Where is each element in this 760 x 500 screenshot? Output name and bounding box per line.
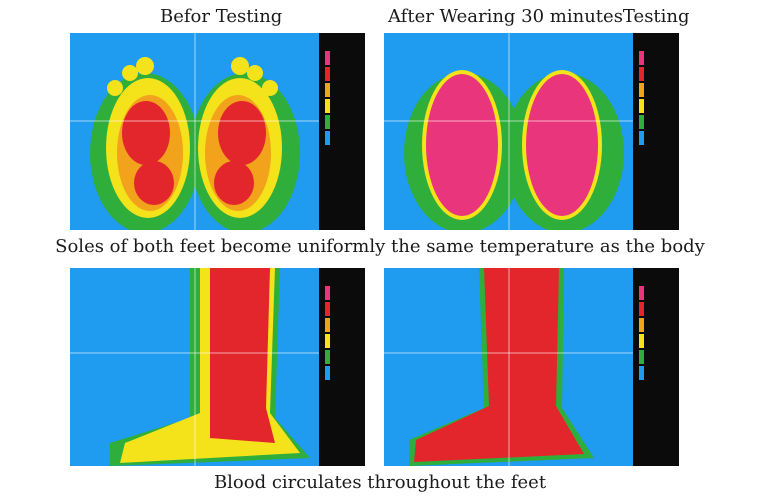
thermal-leg-before bbox=[70, 268, 365, 466]
temperature-scale-icon bbox=[633, 33, 679, 230]
before-testing-label: Befor Testing bbox=[160, 6, 283, 27]
thermal-soles-after bbox=[384, 33, 679, 230]
temperature-scale-icon bbox=[633, 268, 679, 466]
thermal-leg-after bbox=[384, 268, 679, 466]
soles-before-image bbox=[70, 33, 365, 230]
circulation-caption: Blood circulates throughout the feet bbox=[213, 472, 547, 493]
soles-caption: Soles of both feet become uniformly the … bbox=[55, 236, 705, 257]
leg-after-image bbox=[384, 268, 679, 466]
temperature-scale-icon bbox=[319, 33, 365, 230]
after-testing-label: After Wearing 30 minutesTesting bbox=[388, 6, 690, 27]
soles-after-image bbox=[384, 33, 679, 230]
thermal-soles-before bbox=[70, 33, 365, 230]
temperature-scale-icon bbox=[319, 268, 365, 466]
leg-before-image bbox=[70, 268, 365, 466]
